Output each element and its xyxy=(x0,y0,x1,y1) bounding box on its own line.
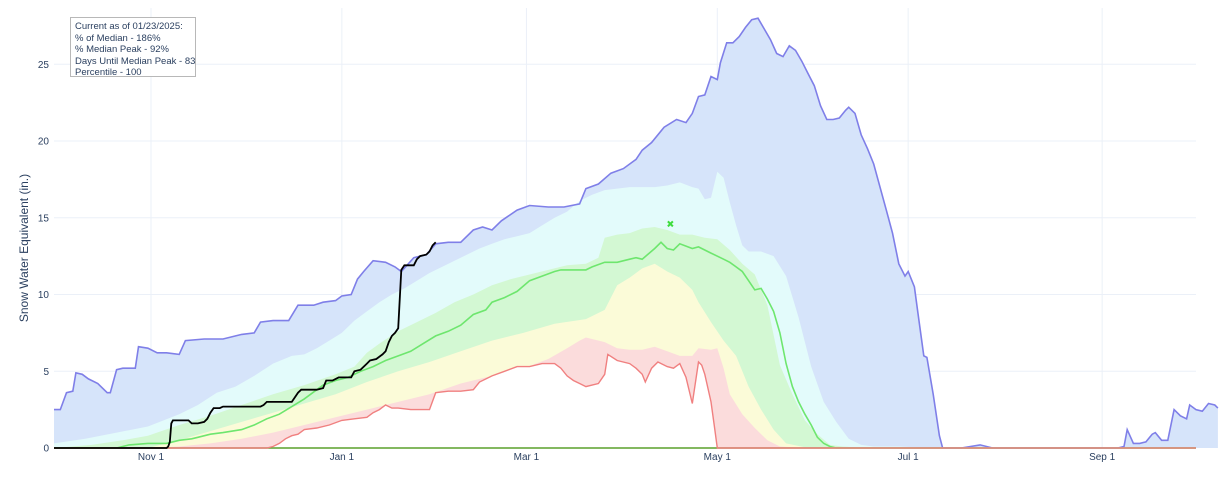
annotation-line-pct-median: % of Median - 186% xyxy=(75,32,161,44)
svg-text:0: 0 xyxy=(43,444,49,455)
y-axis-title: Snow Water Equivalent (in.) xyxy=(17,174,31,322)
x-axis-ticks: Nov 1 Jan 1 Mar 1 May 1 Jul 1 Sep 1 xyxy=(138,452,1116,463)
annotation-line-pct-median-peak: % Median Peak - 92% xyxy=(75,44,169,56)
svg-text:Jan 1: Jan 1 xyxy=(330,452,355,463)
current-status-annotation: Current as of 01/23/2025: % of Median - … xyxy=(70,17,196,79)
y-axis-ticks: 0 5 10 15 20 25 xyxy=(38,60,50,455)
svg-text:25: 25 xyxy=(38,60,50,71)
svg-text:Mar 1: Mar 1 xyxy=(514,452,540,463)
percentile-bands xyxy=(54,18,1218,448)
min-line xyxy=(54,353,1196,449)
svg-text:Nov 1: Nov 1 xyxy=(138,452,165,463)
svg-text:Jul 1: Jul 1 xyxy=(898,452,920,463)
svg-text:Sep 1: Sep 1 xyxy=(1089,452,1116,463)
annotation-line-days-until-peak: Days Until Median Peak - 83 xyxy=(75,55,196,67)
svg-text:5: 5 xyxy=(43,367,49,378)
median-line xyxy=(54,241,1196,449)
annotation-line-percentile: Percentile - 100 xyxy=(75,67,142,79)
svg-text:May 1: May 1 xyxy=(704,452,732,463)
annotation-line-date: Current as of 01/23/2025: xyxy=(75,21,183,32)
svg-text:10: 10 xyxy=(38,290,50,301)
current-year-line xyxy=(54,241,437,449)
median-peak-marker xyxy=(667,220,674,228)
svg-text:15: 15 xyxy=(38,213,50,224)
svg-text:20: 20 xyxy=(38,137,50,148)
series-lines xyxy=(54,17,1219,449)
